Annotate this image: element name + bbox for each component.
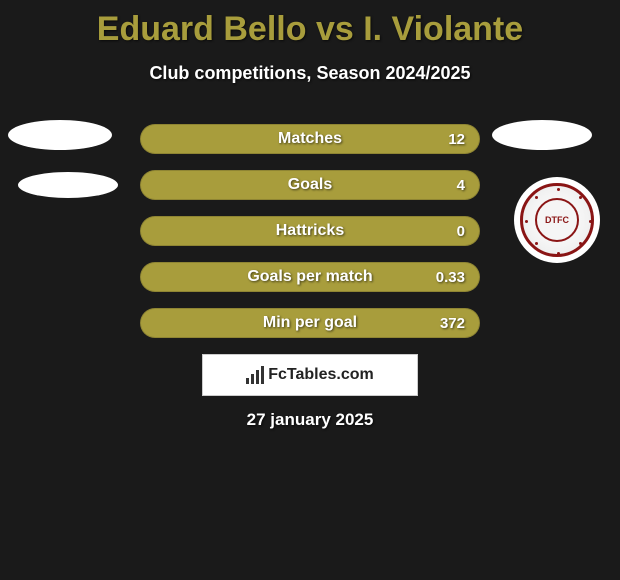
left-player-placeholder xyxy=(8,120,118,198)
stat-value: 4 xyxy=(457,177,465,194)
stat-value: 0 xyxy=(457,223,465,240)
brand-footer: FcTables.com xyxy=(202,354,418,396)
stats-bar-chart: Matches12 Goals4 Hattricks0 Goals per match… xyxy=(140,124,480,354)
stat-bar: Matches12 xyxy=(140,124,480,154)
stat-label: Hattricks xyxy=(141,222,479,240)
stat-bar: Hattricks0 xyxy=(140,216,480,246)
stat-value: 0.33 xyxy=(436,269,465,286)
stat-bar: Goals per match0.33 xyxy=(140,262,480,292)
brand-text: FcTables.com xyxy=(268,366,374,384)
stat-value: 12 xyxy=(448,131,465,148)
stat-label: Matches xyxy=(141,130,479,148)
club-crest: DTFC xyxy=(514,177,600,263)
right-player-placeholder xyxy=(492,120,592,150)
crest-ring: DTFC xyxy=(520,183,594,257)
logo-bars-icon xyxy=(246,366,264,384)
page-subtitle: Club competitions, Season 2024/2025 xyxy=(0,63,620,84)
placeholder-oval xyxy=(8,120,112,150)
stat-bar: Min per goal372 xyxy=(140,308,480,338)
date-text: 27 january 2025 xyxy=(0,410,620,430)
stat-bar: Goals4 xyxy=(140,170,480,200)
stat-label: Goals xyxy=(141,176,479,194)
brand-logo: FcTables.com xyxy=(246,366,374,384)
stat-value: 372 xyxy=(440,315,465,332)
page-title: Eduard Bello vs I. Violante xyxy=(0,0,620,49)
stat-label: Goals per match xyxy=(141,268,479,286)
placeholder-oval xyxy=(18,172,118,198)
stat-label: Min per goal xyxy=(141,314,479,332)
crest-ornament xyxy=(523,186,591,254)
placeholder-oval xyxy=(492,120,592,150)
